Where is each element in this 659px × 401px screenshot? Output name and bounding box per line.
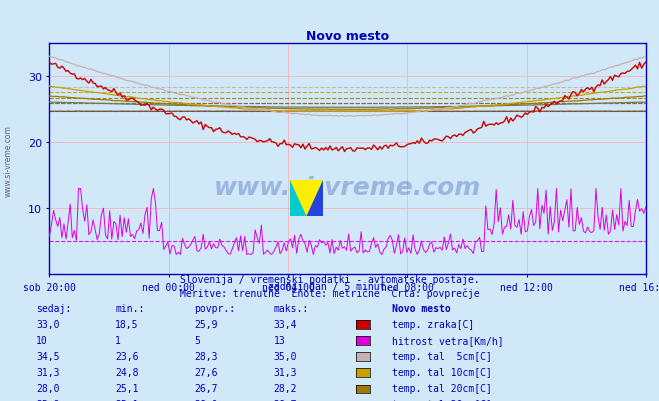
Text: 23,6: 23,6 bbox=[115, 351, 139, 361]
Text: 25,9: 25,9 bbox=[36, 399, 60, 401]
Text: 24,8: 24,8 bbox=[115, 367, 139, 377]
Text: 1: 1 bbox=[115, 335, 121, 345]
Text: 26,7: 26,7 bbox=[194, 383, 218, 393]
Text: 26,7: 26,7 bbox=[273, 399, 297, 401]
Text: temp. tal 20cm[C]: temp. tal 20cm[C] bbox=[392, 383, 492, 393]
Text: temp. tal 10cm[C]: temp. tal 10cm[C] bbox=[392, 367, 492, 377]
Title: Novo mesto: Novo mesto bbox=[306, 30, 389, 43]
Text: povpr.:: povpr.: bbox=[194, 303, 235, 313]
Text: 18,5: 18,5 bbox=[115, 319, 139, 329]
Text: temp. tal 30cm[C]: temp. tal 30cm[C] bbox=[392, 399, 492, 401]
Text: 34,5: 34,5 bbox=[36, 351, 60, 361]
Text: min.:: min.: bbox=[115, 303, 145, 313]
Text: 33,4: 33,4 bbox=[273, 319, 297, 329]
Text: www.si-vreme.com: www.si-vreme.com bbox=[214, 175, 481, 199]
Text: www.si-vreme.com: www.si-vreme.com bbox=[3, 125, 13, 196]
Text: Slovenija / vremenski podatki - avtomatske postaje.: Slovenija / vremenski podatki - avtomats… bbox=[180, 275, 479, 285]
Text: 35,0: 35,0 bbox=[273, 351, 297, 361]
Text: 25,1: 25,1 bbox=[115, 383, 139, 393]
Text: 28,0: 28,0 bbox=[36, 383, 60, 393]
Text: 25,9: 25,9 bbox=[194, 319, 218, 329]
Text: hitrost vetra[Km/h]: hitrost vetra[Km/h] bbox=[392, 335, 503, 345]
Text: 5: 5 bbox=[194, 335, 200, 345]
Text: 28,3: 28,3 bbox=[194, 351, 218, 361]
Text: Novo mesto: Novo mesto bbox=[392, 303, 451, 313]
Polygon shape bbox=[290, 180, 323, 217]
Text: 33,0: 33,0 bbox=[36, 319, 60, 329]
Text: 25,1: 25,1 bbox=[115, 399, 139, 401]
Text: temp. tal  5cm[C]: temp. tal 5cm[C] bbox=[392, 351, 492, 361]
Text: 26,0: 26,0 bbox=[194, 399, 218, 401]
Text: maks.:: maks.: bbox=[273, 303, 308, 313]
Text: sedaj:: sedaj: bbox=[36, 303, 71, 313]
Text: Meritve: trenutne  Enote: metrične  Črta: povprečje: Meritve: trenutne Enote: metrične Črta: … bbox=[180, 287, 479, 299]
Text: zadnji dan / 5 minut.: zadnji dan / 5 minut. bbox=[268, 282, 391, 292]
Text: 31,3: 31,3 bbox=[36, 367, 60, 377]
Text: temp. zraka[C]: temp. zraka[C] bbox=[392, 319, 474, 329]
Polygon shape bbox=[306, 180, 323, 217]
Text: 10: 10 bbox=[36, 335, 48, 345]
Text: 27,6: 27,6 bbox=[194, 367, 218, 377]
Text: 31,3: 31,3 bbox=[273, 367, 297, 377]
Text: 28,2: 28,2 bbox=[273, 383, 297, 393]
Text: 13: 13 bbox=[273, 335, 285, 345]
